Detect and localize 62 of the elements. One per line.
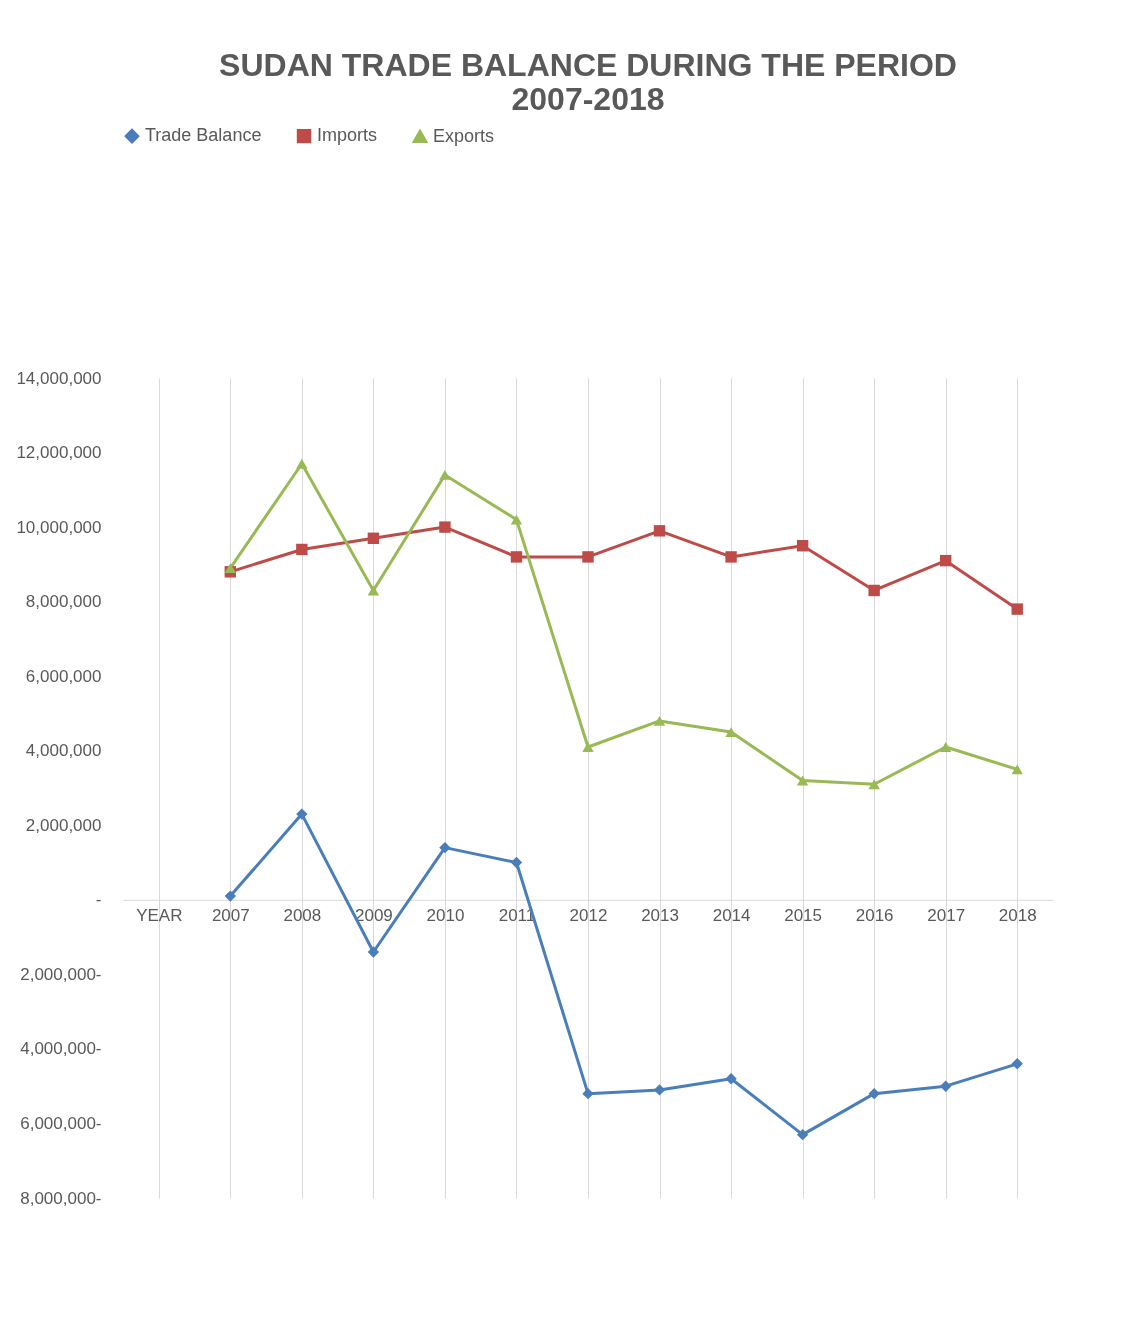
- point: [725, 1073, 737, 1085]
- legend-label: Trade Balance: [145, 125, 262, 146]
- point: [224, 563, 237, 574]
- point: [439, 841, 451, 854]
- point: [439, 521, 451, 533]
- point: [939, 1080, 952, 1092]
- point: [939, 742, 952, 752]
- y-tick-label: 8,000,000-: [20, 1188, 102, 1208]
- x-tick-label: 2016: [855, 906, 894, 926]
- y-tick-label: 10,000,000: [16, 517, 102, 537]
- point: [510, 514, 523, 525]
- y-tick-label: 12,000,000: [16, 443, 102, 463]
- y-tick-label: 8,000,000: [25, 592, 102, 612]
- y-tick-label: 2,000,000: [25, 815, 102, 835]
- legend-label: Imports: [317, 125, 378, 146]
- x-tick-label: YEAR: [136, 906, 183, 926]
- y-tick-label: 4,000,000: [25, 741, 102, 761]
- legend-label: Exports: [433, 125, 495, 146]
- point: [582, 551, 594, 563]
- y-tick-label: -: [95, 890, 102, 910]
- point: [296, 808, 308, 820]
- point: [582, 1087, 594, 1100]
- point: [510, 551, 523, 563]
- x-tick-label: 2009: [354, 906, 393, 926]
- y-tick-label: 6,000,000-: [20, 1113, 102, 1133]
- point: [367, 585, 380, 596]
- x-tick-label: 2007: [211, 906, 250, 926]
- y-tick-label: 14,000,000: [16, 368, 102, 388]
- x-tick-label: 2013: [641, 906, 679, 926]
- x-tick-label: 2015: [784, 906, 823, 926]
- point: [510, 856, 523, 869]
- x-tick-label: 2017: [927, 906, 966, 926]
- y-tick-label: 2,000,000-: [20, 964, 102, 984]
- point: [1011, 603, 1023, 615]
- x-tick-label: 2018: [998, 906, 1037, 926]
- x-tick-label: 2012: [569, 906, 608, 926]
- point: [296, 458, 308, 469]
- point: [1011, 1058, 1023, 1070]
- point: [296, 543, 308, 556]
- point: [868, 584, 880, 597]
- x-tick-label: 2014: [712, 906, 751, 926]
- point: [653, 715, 666, 726]
- point: [224, 890, 237, 902]
- point: [868, 1087, 880, 1100]
- point: [725, 727, 737, 738]
- chart-title: SUDAN TRADE BALANCE DURING THE PERIOD 2007-2018: [219, 47, 957, 117]
- point: [796, 775, 809, 786]
- point: [725, 551, 737, 563]
- point: [796, 1128, 809, 1141]
- point: [868, 779, 880, 790]
- y-tick-label: 4,000,000-: [20, 1039, 102, 1059]
- x-tick-label: 2008: [283, 906, 322, 926]
- point: [796, 540, 809, 552]
- point: [1011, 764, 1023, 775]
- point: [439, 469, 451, 480]
- point: [367, 946, 380, 958]
- point: [653, 525, 666, 537]
- x-tick-label: 2010: [426, 906, 465, 926]
- y-tick-label: 6,000,000: [25, 666, 102, 686]
- point: [939, 554, 952, 567]
- point: [582, 742, 594, 752]
- point: [367, 532, 380, 544]
